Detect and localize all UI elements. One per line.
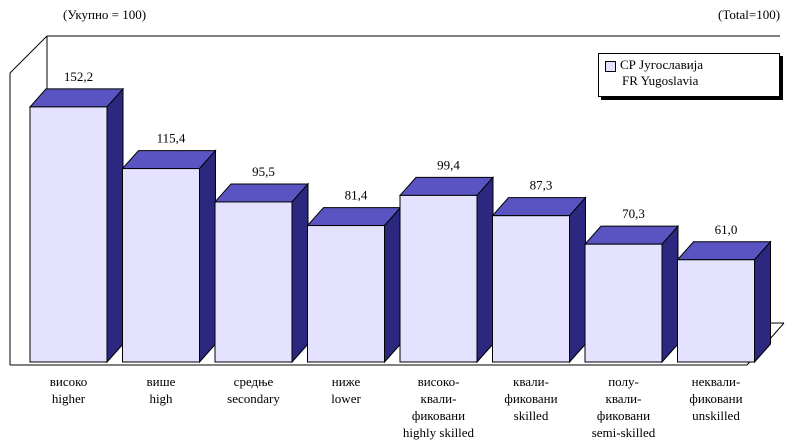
category-label-line: highly skilled bbox=[402, 425, 475, 440]
category-label-line: фиковани bbox=[689, 391, 743, 406]
bar-side-face bbox=[291, 182, 309, 364]
bar-front-face bbox=[122, 168, 200, 363]
category-label: неквали-фиковани unskilled bbox=[666, 373, 766, 424]
category-label-line: фиковани bbox=[411, 408, 466, 423]
category-label-line: semi-skilled bbox=[591, 425, 656, 440]
value-label: 99,4 bbox=[437, 157, 460, 172]
category-label: више high bbox=[111, 373, 211, 407]
bar-7 bbox=[583, 224, 680, 364]
legend-label-english: FR Yugoslavia bbox=[622, 73, 699, 88]
category-label-line: више bbox=[146, 374, 176, 389]
category-label-line: фиковани bbox=[596, 408, 651, 423]
bar-4 bbox=[306, 206, 402, 364]
category-label-line: високо- bbox=[417, 374, 460, 389]
bar-front-face bbox=[29, 106, 108, 363]
legend-swatch bbox=[605, 60, 616, 72]
bar-front-face bbox=[399, 194, 478, 363]
bar-8 bbox=[676, 240, 772, 364]
category-label: квали-фиковани skilled bbox=[481, 373, 581, 424]
category-label-line: high bbox=[149, 391, 173, 406]
unit-note-english: (Total=100) bbox=[718, 7, 781, 22]
bar-front-face bbox=[677, 259, 755, 363]
value-label: 87,3 bbox=[530, 178, 553, 193]
bar-3 bbox=[213, 182, 310, 364]
category-label-line: квали- bbox=[605, 391, 642, 406]
bar-5 bbox=[398, 176, 495, 364]
category-label-line: средње bbox=[233, 374, 274, 389]
bar-side-face bbox=[661, 224, 679, 364]
bar-side-face bbox=[569, 196, 586, 364]
bar-side-face bbox=[106, 87, 124, 364]
category-label-line: skilled bbox=[513, 408, 549, 423]
bar-6 bbox=[491, 196, 587, 364]
category-label-line: квали- bbox=[420, 391, 457, 406]
bars-group bbox=[28, 87, 772, 364]
bar-front-face bbox=[584, 243, 663, 363]
bar-side-face bbox=[754, 240, 771, 364]
category-label: ниже lower bbox=[296, 373, 396, 407]
bar-front-face bbox=[307, 225, 385, 363]
value-label: 61,0 bbox=[715, 222, 738, 237]
value-label: 152,2 bbox=[64, 69, 93, 84]
category-label-line: secondary bbox=[227, 391, 280, 406]
legend: СР Југославија FR Yugoslavia bbox=[598, 53, 780, 97]
value-label: 115,4 bbox=[157, 131, 186, 146]
bar-side-face bbox=[199, 149, 216, 364]
category-label-line: неквали- bbox=[691, 374, 741, 389]
category-label-line: lower bbox=[331, 391, 361, 406]
category-label-line: полу- bbox=[608, 374, 639, 389]
category-label-line: higher bbox=[51, 391, 86, 406]
bar-front-face bbox=[214, 201, 293, 363]
category-label: високо higher bbox=[19, 373, 119, 407]
bar-side-face bbox=[476, 176, 494, 364]
bar-2 bbox=[121, 149, 217, 364]
value-label: 81,4 bbox=[345, 188, 368, 203]
category-label: полу-квали-фиковани semi-skilled bbox=[574, 373, 674, 441]
value-labels-group: 152,2 115,4 95,5 81,4 99,4 87,3 70,3 61,0 bbox=[64, 69, 738, 237]
bar-front-face bbox=[492, 215, 570, 363]
category-label-line: фиковани bbox=[504, 391, 558, 406]
value-label: 95,5 bbox=[252, 164, 275, 179]
category-label: средње secondary bbox=[204, 373, 304, 407]
bar-1 bbox=[28, 87, 125, 364]
category-label-line: unskilled bbox=[692, 408, 740, 423]
category-label-line: ниже bbox=[331, 374, 361, 389]
value-label: 70,3 bbox=[622, 206, 645, 221]
category-label: високо-квали-фиковани highly skilled bbox=[389, 373, 489, 441]
category-label-line: високо bbox=[49, 374, 88, 389]
category-label-line: квали- bbox=[513, 374, 549, 389]
bar-side-face bbox=[384, 206, 401, 364]
unit-note-serbian: (Укупно = 100) bbox=[63, 7, 147, 22]
legend-label-serbian: СР Југославија bbox=[620, 57, 704, 72]
